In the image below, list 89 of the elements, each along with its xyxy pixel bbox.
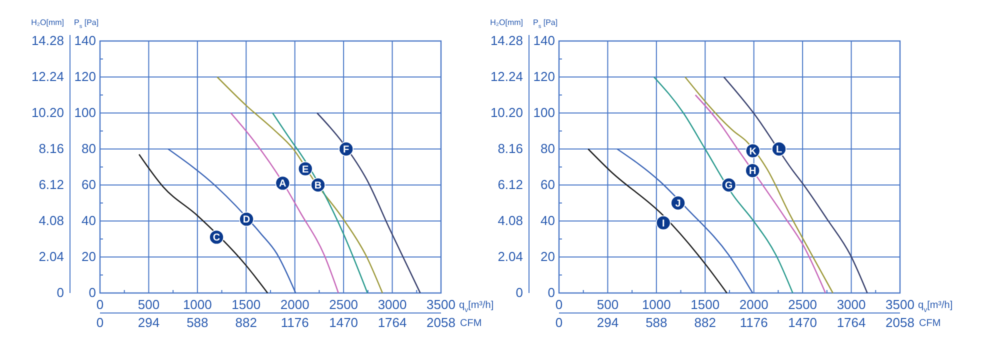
annotation: B — [314, 180, 322, 192]
annotation: C — [212, 232, 220, 244]
x-tick-label: 1000 — [642, 297, 671, 312]
line-series — [272, 112, 368, 294]
y-tick-label: 120 — [74, 69, 96, 84]
x-tick-label: 3500 — [886, 297, 914, 312]
y2-tick-label: 8.16 — [38, 141, 64, 156]
annotation: K — [749, 146, 758, 158]
y2-tick-label: 2.04 — [498, 249, 523, 264]
y-tick-label: 20 — [540, 249, 555, 264]
x2-tick-label: 1470 — [329, 315, 358, 330]
y-tick-label: 80 — [82, 141, 96, 156]
y2-tick-label: 6.12 — [38, 177, 64, 192]
x-tick-label: 1500 — [690, 297, 720, 312]
x2-tick-label: 882 — [235, 315, 257, 330]
annotation: E — [302, 164, 310, 176]
y2-tick-label: 4.08 — [498, 213, 523, 228]
x2-tick-label: 294 — [138, 315, 160, 330]
x-axis-title: q$_{v}$[m³/h] — [459, 300, 494, 314]
y2-tick-label: 4.08 — [38, 213, 64, 228]
y-tick-label: 0 — [548, 285, 555, 300]
y2-tick-label: 10.20 — [31, 105, 64, 120]
x2-tick-label: 2058 — [886, 315, 914, 330]
x2-axis-title: CFM — [460, 318, 482, 329]
y-tick-label: 0 — [88, 285, 96, 300]
x2-tick-label: 588 — [186, 315, 208, 330]
y2-tick-label: 14.28 — [31, 33, 64, 48]
y-tick-label: 40 — [82, 213, 96, 228]
y2-tick-label: 0 — [56, 285, 64, 300]
x2-tick-label: 1764 — [836, 315, 866, 330]
annotation: F — [343, 144, 350, 156]
x-tick-label: 1000 — [182, 297, 212, 312]
x-tick-label: 2500 — [329, 297, 358, 312]
y-tick-label: 60 — [540, 177, 555, 192]
line-series — [230, 112, 340, 294]
line-series — [653, 76, 794, 294]
x2-tick-label: 1470 — [788, 315, 818, 330]
y2-tick-label: 10.20 — [490, 105, 523, 120]
x2-tick-label: 2058 — [426, 315, 456, 330]
y2-tick-label: 0 — [516, 285, 523, 300]
y-tick-label: 120 — [533, 69, 555, 84]
line-series — [684, 76, 834, 294]
x2-tick-label: 1764 — [378, 315, 407, 330]
y2-axis-title: H₂O[mm] — [31, 18, 64, 27]
x-tick-label: 500 — [596, 297, 619, 312]
y2-tick-label: 8.16 — [498, 141, 523, 156]
x-tick-label: 2000 — [280, 297, 310, 312]
x2-tick-label: 588 — [646, 315, 668, 330]
x-axis-title: q$_{v}$[m³/h] — [918, 300, 953, 314]
x-tick-label: 3500 — [426, 297, 456, 312]
x-tick-label: 2000 — [739, 297, 768, 312]
line-series — [723, 76, 868, 294]
line-series — [167, 148, 296, 294]
y-tick-label: 20 — [82, 249, 96, 264]
y-tick-label: 100 — [533, 105, 555, 120]
annotation: J — [675, 198, 681, 210]
x2-axis-title: CFM — [919, 318, 941, 329]
x2-tick-label: 882 — [694, 315, 716, 330]
y-tick-label: 40 — [540, 213, 555, 228]
y-axis-title: P$_{s}$ [Pa] — [533, 18, 558, 30]
line-series — [316, 112, 421, 294]
x-tick-label: 1500 — [232, 297, 261, 312]
x2-tick-label: 294 — [596, 315, 619, 330]
annotation: H — [748, 166, 756, 178]
y2-tick-label: 12.24 — [490, 69, 523, 84]
line-series — [138, 154, 268, 294]
y-tick-label: 140 — [533, 33, 555, 48]
line-series — [694, 94, 826, 294]
y-axis-title: P$_{s}$ [Pa] — [74, 18, 99, 30]
x-tick-label: 2500 — [788, 297, 818, 312]
annotation: G — [724, 180, 733, 192]
y-tick-label: 80 — [540, 141, 555, 156]
y2-axis-title: H₂O[mm] — [490, 18, 523, 27]
annotation: D — [242, 214, 250, 226]
annotation: I — [662, 218, 665, 230]
x-tick-label: 3000 — [378, 297, 407, 312]
y-tick-label: 140 — [74, 33, 96, 48]
y-tick-label: 100 — [74, 105, 96, 120]
y-tick-label: 60 — [82, 177, 96, 192]
y2-tick-label: 6.12 — [498, 177, 523, 192]
x2-tick-label: 1176 — [740, 315, 768, 330]
x-tick-label: 500 — [138, 297, 160, 312]
x-tick-label: 3000 — [836, 297, 866, 312]
y2-tick-label: 14.28 — [490, 33, 523, 48]
annotation: L — [776, 144, 782, 156]
y2-tick-label: 2.04 — [38, 249, 64, 264]
y2-tick-label: 12.24 — [31, 69, 64, 84]
annotation: A — [279, 178, 286, 190]
x2-tick-label: 1176 — [280, 315, 309, 330]
